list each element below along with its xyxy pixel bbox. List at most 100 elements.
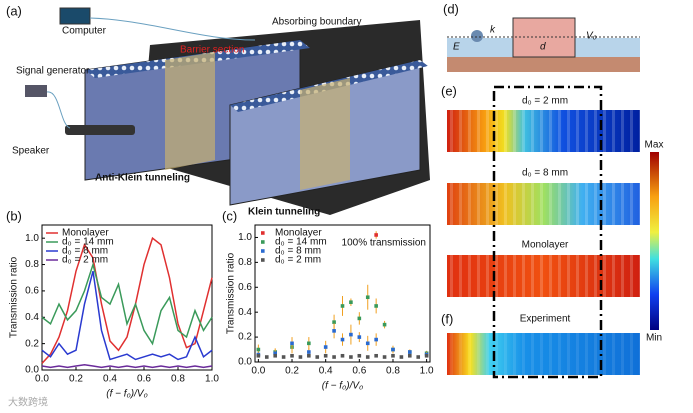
y-tick-label: 0.6 xyxy=(238,282,252,293)
x-tick-label: 0.2 xyxy=(285,366,299,377)
point xyxy=(374,353,378,358)
line xyxy=(41,261,213,346)
point xyxy=(340,337,345,342)
point xyxy=(273,353,277,358)
y-tick-label: 0.0 xyxy=(238,357,252,368)
field-texture xyxy=(447,183,640,225)
point xyxy=(382,355,387,359)
legend-label: Monolayer xyxy=(62,228,109,239)
legend-swatch xyxy=(261,240,265,244)
point xyxy=(315,355,320,359)
point xyxy=(340,304,345,308)
point xyxy=(374,337,378,342)
label: Signal generator xyxy=(16,66,90,77)
field-texture xyxy=(447,110,640,152)
label: Absorbing boundary xyxy=(272,17,362,28)
panel-a: (a) Computer Signal generator Speaker Ab… xyxy=(6,3,430,218)
x-axis-label: (f − f₀)/V₀ xyxy=(322,381,364,392)
panel-e-f: (e) d₀ = 2 mm d₀ = 8 mm Monolayer Max Mi… xyxy=(441,83,664,379)
line xyxy=(41,363,213,369)
legend-swatch xyxy=(261,249,265,253)
watermark: 大数跨境 xyxy=(8,396,48,409)
legend-label: d₀ = 8 mm xyxy=(275,246,321,257)
label: Klein tunneling xyxy=(248,207,320,218)
point xyxy=(365,295,370,300)
panel-label: (b) xyxy=(6,208,22,223)
colorbar-label: Max xyxy=(645,140,664,151)
point xyxy=(399,355,404,359)
y-tick-label: 0.4 xyxy=(238,307,252,318)
y-tick-label: 1.0 xyxy=(238,232,252,243)
y-tick-label: 0.4 xyxy=(25,312,39,323)
substrate xyxy=(447,57,640,72)
point xyxy=(264,355,269,359)
label: Anti-Klein tunneling xyxy=(95,173,190,184)
x-tick-label: 1.0 xyxy=(420,366,434,377)
panel-label: (e) xyxy=(441,83,457,98)
x-tick-label: 0.4 xyxy=(103,374,117,385)
plot-frame xyxy=(41,224,213,371)
point xyxy=(357,316,362,321)
point xyxy=(408,353,412,358)
barrier-right xyxy=(300,78,350,190)
point xyxy=(256,353,261,358)
field-texture xyxy=(447,255,640,297)
point xyxy=(424,353,429,358)
legend-label: d₀ = 8 mm xyxy=(62,246,108,257)
line xyxy=(41,236,213,364)
point xyxy=(365,355,370,359)
point xyxy=(332,320,336,324)
point xyxy=(281,355,286,359)
point xyxy=(273,351,277,356)
label: V₀ xyxy=(586,31,597,42)
cables xyxy=(46,17,256,129)
point xyxy=(391,353,395,358)
point xyxy=(307,341,311,346)
point xyxy=(340,353,345,358)
label: d₀ = 8 mm xyxy=(522,168,568,179)
label: Speaker xyxy=(12,146,50,157)
y-tick-label: 0.0 xyxy=(25,365,39,376)
x-tick-label: 0.4 xyxy=(319,366,333,377)
legend-label: d₀ = 2 mm xyxy=(275,255,321,266)
point xyxy=(416,355,421,359)
point xyxy=(349,332,353,337)
x-tick-label: 0.0 xyxy=(35,374,49,385)
y-tick-label: 0.8 xyxy=(25,259,39,270)
label: d xyxy=(540,42,546,53)
annotation: 100% transmission xyxy=(342,238,426,249)
x-tick-label: 0.2 xyxy=(69,374,83,385)
y-tick-label: 1.0 xyxy=(25,233,39,244)
barrier-left xyxy=(165,52,215,170)
point xyxy=(374,304,378,308)
field-texture xyxy=(447,333,640,375)
x-tick-label: 0.0 xyxy=(251,366,265,377)
line xyxy=(41,270,213,361)
legend-swatch xyxy=(261,231,265,235)
point xyxy=(357,353,362,358)
label: Monolayer xyxy=(522,240,569,251)
point xyxy=(349,355,353,359)
generator-icon xyxy=(25,85,47,97)
point xyxy=(332,355,336,359)
point xyxy=(332,329,336,333)
y-axis-label: Transmission ratio xyxy=(226,252,237,334)
label: Computer xyxy=(62,26,107,37)
particle xyxy=(471,30,483,42)
x-tick-label: 0.8 xyxy=(171,374,185,385)
label: k xyxy=(490,25,496,36)
legend-label: d₀ = 2 mm xyxy=(62,255,108,266)
point xyxy=(357,335,362,339)
point xyxy=(391,347,395,352)
y-tick-label: 0.2 xyxy=(25,338,39,349)
colorbar xyxy=(650,152,659,330)
legend-label: Monolayer xyxy=(275,228,322,239)
label: Experiment xyxy=(520,314,571,325)
point xyxy=(307,350,311,354)
computer-icon xyxy=(59,7,91,25)
label: Barrier section xyxy=(180,45,244,56)
y-axis-label: Transmission ratio xyxy=(9,256,20,338)
y-tick-label: 0.2 xyxy=(238,332,252,343)
point xyxy=(374,233,378,237)
panel-label: (c) xyxy=(222,208,237,223)
